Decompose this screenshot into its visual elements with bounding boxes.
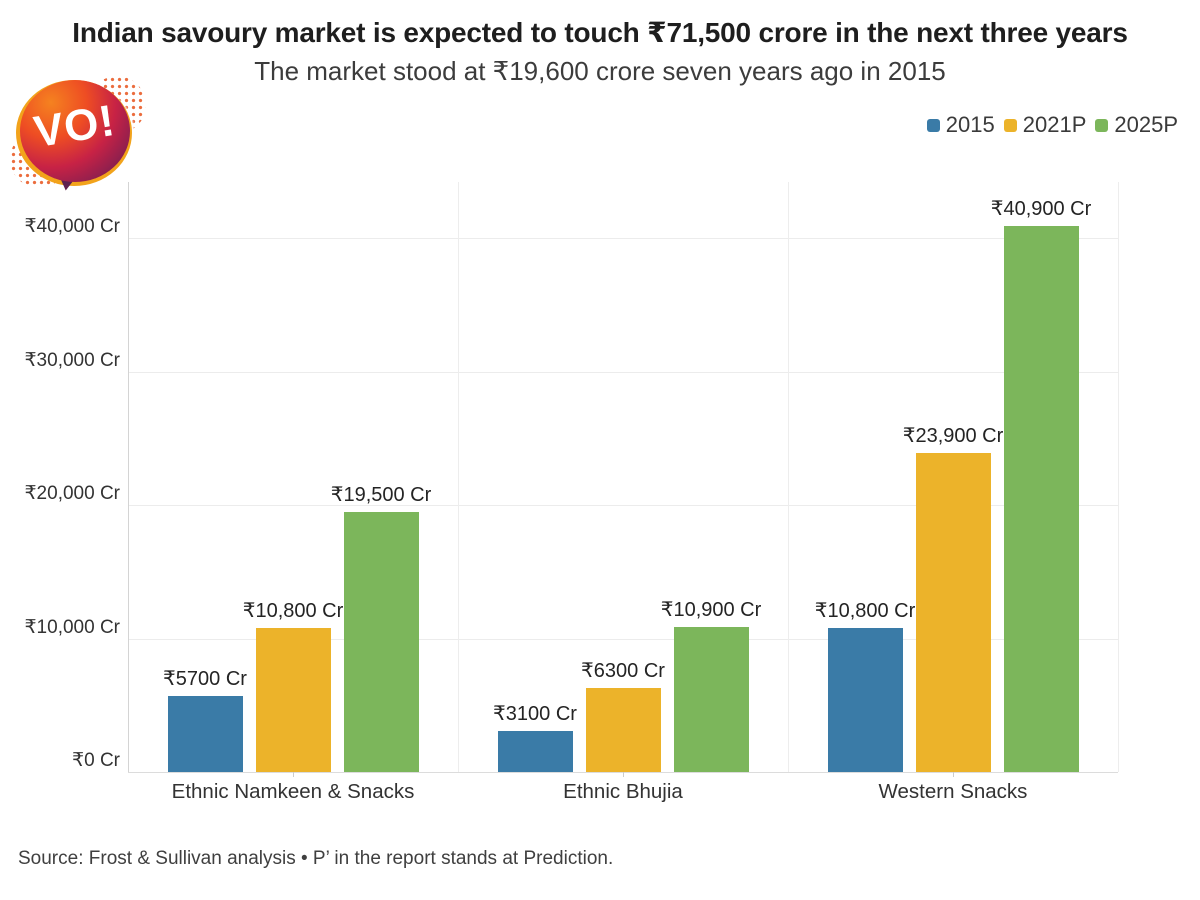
bar-value-label: ₹5700 Cr — [163, 667, 247, 690]
bar — [167, 695, 243, 772]
x-axis-tick — [293, 772, 294, 777]
gridline — [128, 505, 1118, 507]
legend-item: 2025P — [1095, 112, 1178, 138]
bar-value-label: ₹10,800 Cr — [242, 599, 344, 622]
legend-item: 2021P — [1003, 112, 1087, 138]
bar-value-label: ₹40,900 Cr — [990, 198, 1092, 221]
group-separator-line — [1118, 182, 1119, 772]
category-label: Western Snacks — [878, 780, 1028, 803]
legend-swatch — [926, 118, 940, 132]
chart-legend: 2015 2021P 2025P — [918, 112, 1178, 138]
logo-bubble: VO! — [20, 80, 130, 182]
x-axis-tick — [623, 772, 624, 777]
bar-value-label: ₹10,900 Cr — [660, 598, 762, 621]
bar-value-label: ₹10,800 Cr — [814, 599, 916, 622]
y-tick-label: ₹0 Cr — [72, 750, 120, 771]
x-axis-tick — [953, 772, 954, 777]
y-tick-label: ₹40,000 Cr — [24, 216, 120, 238]
page-title: Indian savoury market is expected to tou… — [72, 17, 1128, 48]
legend-label: 2021P — [1022, 112, 1087, 137]
bar — [585, 687, 661, 772]
bar — [915, 452, 991, 772]
y-tick-label: ₹30,000 Cr — [24, 349, 120, 371]
legend-swatch — [1095, 118, 1109, 132]
bar — [343, 511, 419, 772]
gridline — [128, 238, 1118, 240]
y-tick-label: ₹20,000 Cr — [24, 483, 120, 505]
legend-item: 2015 — [926, 112, 995, 138]
category-label: Ethnic Namkeen & Snacks — [171, 780, 415, 803]
vo-logo: VO! — [10, 76, 146, 193]
category-label: Ethnic Bhujia — [563, 780, 683, 803]
bar — [1003, 226, 1079, 772]
legend-swatch — [1003, 118, 1017, 132]
bar-value-label: ₹6300 Cr — [581, 659, 665, 682]
y-tick-label: ₹10,000 Cr — [24, 616, 120, 638]
legend-label: 2025P — [1114, 112, 1178, 137]
source-note: Source: Frost & Sullivan analysis • P’ i… — [18, 848, 614, 869]
legend-label: 2015 — [945, 112, 995, 137]
bar — [827, 627, 903, 772]
group-separator-line — [788, 182, 789, 772]
bar — [673, 626, 749, 772]
group-separator-line — [458, 182, 459, 772]
bar — [255, 627, 331, 772]
bar-value-label: ₹3100 Cr — [493, 702, 577, 725]
y-axis-line — [128, 182, 129, 772]
bar-value-label: ₹19,500 Cr — [330, 483, 432, 506]
gridline — [128, 638, 1118, 640]
bar — [497, 730, 573, 772]
bar-value-label: ₹23,900 Cr — [902, 424, 1004, 447]
gridline — [128, 371, 1118, 373]
page-subtitle: The market stood at ₹19,600 crore seven … — [254, 56, 946, 86]
